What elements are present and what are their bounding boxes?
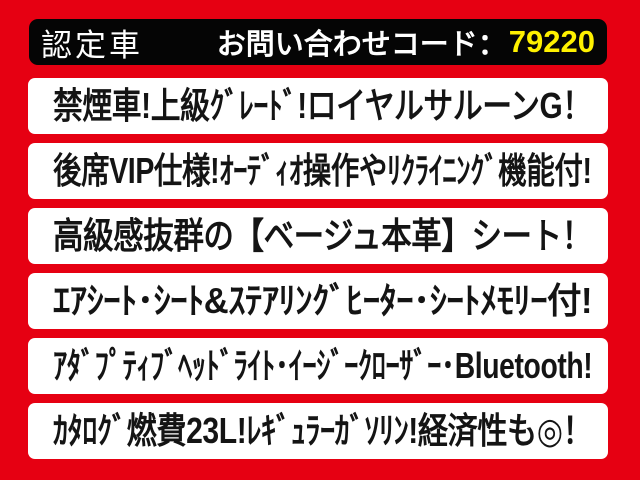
feature-row-grade: 禁煙車!上級ｸﾞﾚｰﾄﾞ!ロイヤルサルーンG！ [28,78,608,134]
feature-row-fuel-economy: ｶﾀﾛｸﾞ燃費23L!ﾚｷﾞｭﾗｰｶﾞｿﾘﾝ!経済性も◎！ [28,403,608,459]
feature-row-text: 禁煙車!上級ｸﾞﾚｰﾄﾞ!ロイヤルサルーンG！ [53,85,592,126]
feature-banner-list: 禁煙車!上級ｸﾞﾚｰﾄﾞ!ロイヤルサルーンG！ 後席VIP仕様!ｵｰﾃﾞｨｵ操作… [28,78,608,459]
inquiry-code-group: お問い合わせコード： 79220 [217,21,595,63]
feature-row-text: ｶﾀﾛｸﾞ燃費23L!ﾚｷﾞｭﾗｰｶﾞｿﾘﾝ!経済性も◎！ [53,410,593,451]
feature-row-text: ｱﾀﾞﾌﾟﾃｨﾌﾞﾍｯﾄﾞﾗｲﾄ･ｲｰｼﾞｰｸﾛｰｻﾞｰ･Bluetooth! [53,345,593,386]
feature-row-leather-seat: 高級感抜群の【ベージュ本革】シート！ [28,208,608,264]
inquiry-code-value: 79220 [508,24,595,59]
feature-row-text: 後席VIP仕様!ｵｰﾃﾞｨｵ操作やﾘｸﾗｲﾆﾝｸﾞ機能付! [53,150,592,191]
inquiry-code-label: お問い合わせコード： [216,29,507,61]
feature-row-vip-rear-seat: 後席VIP仕様!ｵｰﾃﾞｨｵ操作やﾘｸﾗｲﾆﾝｸﾞ機能付! [28,143,608,199]
feature-row-text: ｴｱｼｰﾄ･ｼｰﾄ&ｽﾃｱﾘﾝｸﾞﾋｰﾀｰ･ｼｰﾄﾒﾓﾘｰ付! [53,280,592,321]
feature-row-headlight-bluetooth: ｱﾀﾞﾌﾟﾃｨﾌﾞﾍｯﾄﾞﾗｲﾄ･ｲｰｼﾞｰｸﾛｰｻﾞｰ･Bluetooth! [28,338,608,394]
feature-row-seat-heater-memory: ｴｱｼｰﾄ･ｼｰﾄ&ｽﾃｱﾘﾝｸﾞﾋｰﾀｰ･ｼｰﾄﾒﾓﾘｰ付! [28,273,608,329]
header-bar: 認定車 お問い合わせコード： 79220 [29,19,607,65]
feature-row-text: 高級感抜群の【ベージュ本革】シート！ [53,215,592,256]
certified-car-badge: 認定車 [41,27,143,63]
